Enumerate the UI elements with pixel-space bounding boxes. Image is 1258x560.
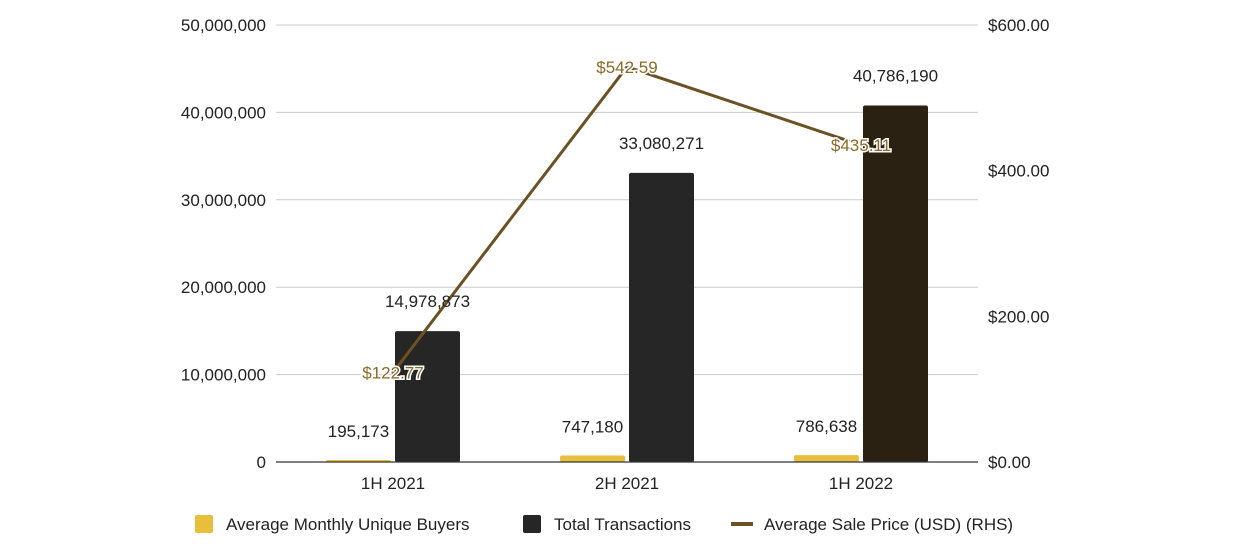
legend: Average Monthly Unique Buyers Total Trans… bbox=[195, 515, 1013, 534]
price-data-label: $122.77 bbox=[362, 364, 423, 383]
left-axis-tick-label: 30,000,000 bbox=[181, 191, 266, 210]
x-axis-tick-label: 2H 2021 bbox=[595, 474, 659, 493]
legend-item: Average Monthly Unique Buyers bbox=[195, 515, 470, 534]
transactions-data-label: 33,080,271 bbox=[619, 134, 704, 153]
bars bbox=[326, 105, 928, 463]
transactions-data-label: 40,786,190 bbox=[853, 67, 938, 86]
legend-item: Average Sale Price (USD) (RHS) bbox=[731, 515, 1013, 534]
x-axis-tick-label: 1H 2022 bbox=[829, 474, 893, 493]
bar-transactions bbox=[395, 331, 460, 462]
price-data-label: $435.11 bbox=[831, 136, 891, 155]
transactions-data-label: 14,978,873 bbox=[385, 292, 470, 311]
left-axis-tick-label: 40,000,000 bbox=[181, 103, 266, 122]
legend-label: Total Transactions bbox=[554, 515, 691, 534]
bar-data-labels: 195,173 14,978,873 747,180 33,080,271 786,63… bbox=[328, 67, 938, 441]
price-data-labels: $122.77 $542.59 $435.11 bbox=[361, 56, 893, 384]
price-point bbox=[625, 65, 629, 69]
left-axis: 0 10,000,000 20,000,000 30,000,000 40,000,00… bbox=[181, 16, 266, 472]
price-data-label: $542.59 bbox=[596, 58, 657, 77]
x-axis-tick-label: 1H 2021 bbox=[361, 474, 425, 493]
legend-item: Total Transactions bbox=[523, 515, 691, 534]
price-line bbox=[391, 65, 863, 375]
bar-buyers bbox=[560, 455, 625, 462]
legend-label: Average Monthly Unique Buyers bbox=[226, 515, 470, 534]
right-axis-tick-label: $0.00 bbox=[988, 453, 1031, 472]
right-axis: $0.00 $200.00 $400.00 $600.00 bbox=[988, 16, 1049, 472]
legend-swatch bbox=[195, 515, 213, 533]
buyers-data-label: 786,638 bbox=[796, 417, 857, 436]
right-axis-tick-label: $400.00 bbox=[988, 162, 1049, 181]
left-axis-tick-label: 0 bbox=[257, 453, 266, 472]
bar-transactions bbox=[629, 172, 694, 463]
bar-buyers bbox=[794, 455, 859, 462]
x-axis: 1H 2021 2H 2021 1H 2022 bbox=[276, 461, 978, 493]
left-axis-tick-label: 10,000,000 bbox=[181, 366, 266, 385]
gridlines bbox=[276, 24, 978, 376]
right-axis-tick-label: $200.00 bbox=[988, 307, 1049, 326]
left-axis-tick-label: 20,000,000 bbox=[181, 278, 266, 297]
price-point bbox=[391, 371, 395, 375]
legend-label: Average Sale Price (USD) (RHS) bbox=[764, 515, 1013, 534]
legend-swatch bbox=[523, 515, 541, 533]
buyers-data-label: 747,180 bbox=[562, 417, 623, 436]
right-axis-tick-label: $600.00 bbox=[988, 16, 1049, 35]
bar-transactions bbox=[863, 105, 928, 463]
buyers-data-label: 195,173 bbox=[328, 422, 389, 441]
left-axis-tick-label: 50,000,000 bbox=[181, 16, 266, 35]
price-point bbox=[859, 143, 863, 147]
